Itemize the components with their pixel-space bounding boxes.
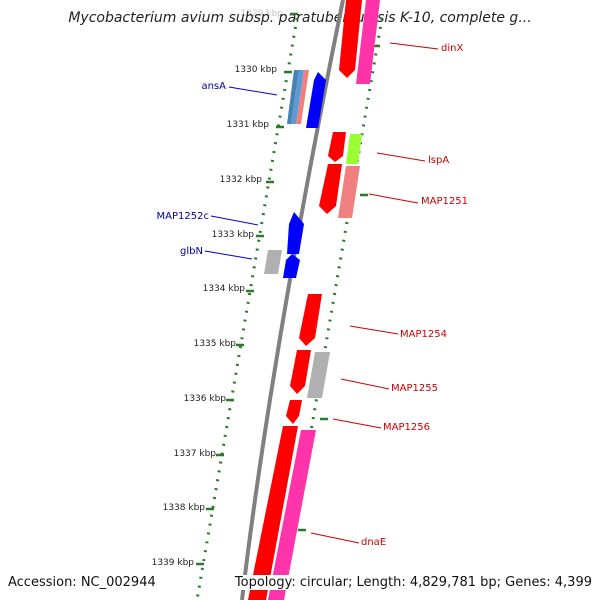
tick-label-1339: 1339 kbp bbox=[152, 558, 195, 568]
gene-MAP1251-pink bbox=[338, 166, 360, 218]
gene-ansA-segment-3 bbox=[296, 70, 309, 124]
leader-MAP1254 bbox=[349, 325, 399, 335]
tick-marks bbox=[196, 12, 298, 566]
tick-label-1338: 1338 kbp bbox=[163, 503, 206, 513]
leader-dnaE bbox=[310, 532, 360, 544]
tick-label-1333: 1333 kbp bbox=[212, 230, 255, 240]
gene-MAP1252c-arrow bbox=[287, 212, 304, 254]
gene-label-MAP1252c: MAP1252c bbox=[157, 211, 209, 222]
gene-ansA-segment-1 bbox=[287, 70, 299, 124]
gene-ansA-segment-2 bbox=[291, 70, 304, 124]
leader-MAP1252c bbox=[210, 215, 259, 226]
gene-MAP1255-grey bbox=[307, 352, 330, 398]
gene-lspA-green bbox=[346, 134, 362, 164]
tick-label-1332: 1332 kbp bbox=[220, 175, 263, 185]
tick-label-1337: 1337 kbp bbox=[174, 449, 217, 459]
leader-MAP1256 bbox=[332, 418, 382, 429]
leader-ansA bbox=[228, 86, 278, 96]
gene-glbN-arrow bbox=[283, 254, 300, 278]
gene-label-ansA: ansA bbox=[201, 81, 226, 92]
gene-MAP1255-arrow bbox=[290, 350, 311, 394]
gene-label-glbN: glbN bbox=[180, 246, 203, 257]
gene-dnaE-pink bbox=[268, 430, 316, 600]
map-title: Mycobacterium avium subsp. paratuberculo… bbox=[68, 10, 532, 26]
gene-label-dinX: dinX bbox=[441, 43, 463, 54]
tick-label-1336: 1336 kbp bbox=[184, 394, 227, 404]
leader-MAP1251 bbox=[368, 193, 419, 204]
tick-label-1334: 1334 kbp bbox=[203, 284, 246, 294]
gene-glbN-grey bbox=[264, 250, 282, 274]
backbone-arc bbox=[240, 0, 345, 600]
gene-label-MAP1256: MAP1256 bbox=[383, 422, 430, 433]
reverse-genes bbox=[264, 70, 326, 278]
gene-MAP1254-arrow bbox=[299, 294, 322, 346]
gene-MAP1256-arrow bbox=[286, 400, 302, 424]
leader-lspA bbox=[376, 152, 426, 162]
leader-dinX bbox=[389, 42, 439, 50]
tick-label-1330: 1330 kbp bbox=[235, 65, 278, 75]
accession-text: Accession: NC_002944 bbox=[8, 575, 156, 590]
gene-label-MAP1251: MAP1251 bbox=[421, 196, 468, 207]
tick-label-1331: 1331 kbp bbox=[227, 120, 270, 130]
gene-lspA-arrow bbox=[328, 132, 346, 162]
gene-dnaE-arrow bbox=[248, 426, 298, 600]
gene-label-dnaE: dnaE bbox=[361, 537, 386, 548]
gene-ansA-arrow bbox=[306, 72, 326, 128]
forward-genes bbox=[248, 0, 380, 600]
tick-label-1335: 1335 kbp bbox=[194, 339, 237, 349]
gene-label-lspA: lspA bbox=[428, 155, 449, 166]
gene-label-MAP1255: MAP1255 bbox=[391, 383, 438, 394]
topology-summary: Topology: circular; Length: 4,829,781 bp… bbox=[234, 575, 592, 590]
tick-label-1329: 1329 kbp bbox=[241, 9, 284, 19]
gene-label-MAP1254: MAP1254 bbox=[400, 329, 447, 340]
gene-dinX-pink bbox=[356, 0, 380, 84]
gene-MAP1251-arrow bbox=[319, 164, 342, 214]
leader-MAP1255 bbox=[340, 378, 390, 390]
gene-dinX-arrow bbox=[339, 0, 362, 78]
leader-glbN bbox=[204, 250, 253, 260]
